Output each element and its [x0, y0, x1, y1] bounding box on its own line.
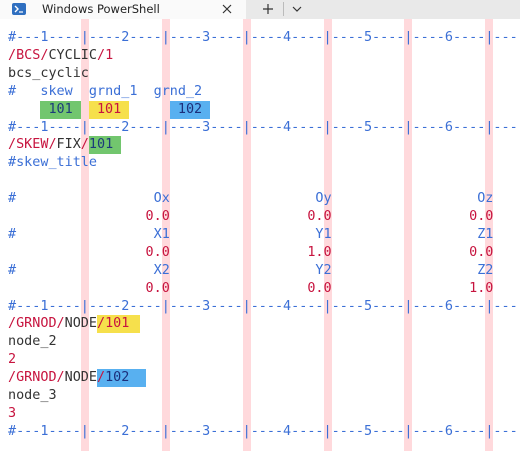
column-marker [485, 19, 494, 451]
code-token: #skew_title [8, 155, 97, 171]
code-token: skew [40, 83, 73, 99]
terminal-line: node_2 [8, 333, 520, 351]
code-token: /SKEW/ [8, 137, 57, 153]
code-token: 0.0 [469, 244, 494, 260]
terminal-line: #---1----|----2----|----3----|----4----|… [8, 298, 520, 316]
code-token: /GRNOD/ [8, 370, 65, 386]
code-token: NODE [64, 370, 97, 386]
new-tab-button[interactable] [262, 3, 274, 15]
code-token: #---1----|----2----|----3----|----4----|… [8, 30, 518, 45]
code-token: / [96, 370, 106, 386]
code-token: Ox [153, 191, 170, 207]
highlighted-field: 101 [40, 100, 81, 119]
code-token: Z2 [477, 262, 494, 278]
highlighted-field: 102 [96, 369, 146, 388]
code-token: 0.0 [145, 209, 170, 224]
code-token: #---1----|----2----|----3----|----4----|… [8, 298, 518, 314]
code-token: grnd_2 [153, 83, 203, 99]
terminal-line: 101 101 102 [8, 100, 520, 119]
tab-title: Windows PowerShell [42, 2, 160, 16]
dropdown-button[interactable] [292, 6, 302, 14]
code-token: node_2 [8, 334, 57, 350]
code-token: 0.0 [145, 244, 170, 260]
code-token: #---1----|----2----|----3----|----4----|… [8, 423, 518, 439]
code-token: 1.0 [307, 244, 332, 260]
column-marker [242, 19, 251, 451]
terminal-line: 3 [8, 405, 520, 423]
code-token: # [8, 262, 17, 278]
highlighted-field: 101 [96, 315, 140, 334]
code-token: 0.0 [145, 280, 170, 296]
code-token: Oz [477, 191, 494, 207]
tab-bar: Windows PowerShell [0, 0, 520, 19]
code-token: X1 [153, 226, 170, 242]
terminal-line: # X2 Y2 Z2 [8, 262, 520, 280]
terminal-line: 2 [8, 351, 520, 369]
code-token: CYCLIC [48, 47, 97, 63]
terminal-line: /GRNOD/NODE/101 [8, 315, 520, 334]
terminal-line: node_3 [8, 387, 520, 405]
code-token: /1 [96, 47, 114, 63]
code-token: Y2 [315, 262, 332, 278]
code-token: bcs_cyclic [8, 65, 89, 81]
code-token: 3 [8, 405, 17, 421]
code-token: # [8, 83, 17, 99]
code-token: Z1 [477, 226, 494, 242]
code-token: Oy [315, 191, 332, 207]
code-token: 2 [8, 352, 17, 368]
column-marker [80, 19, 89, 451]
terminal-content: #---1----|----2----|----3----|----4----|… [0, 19, 520, 451]
terminal-line: /SKEW/FIX/101 [8, 136, 520, 155]
terminal-line: 0.0 0.0 1.0 [8, 280, 520, 298]
close-tab-button[interactable] [222, 4, 232, 14]
tab[interactable]: Windows PowerShell [0, 0, 246, 19]
code-token: 0.0 [469, 209, 494, 224]
code-token: / [80, 137, 89, 153]
code-token: 0.0 [307, 280, 332, 296]
terminal-line: 0.0 0.0 0.0 [8, 208, 520, 226]
column-marker [323, 19, 332, 451]
terminal-line: /GRNOD/NODE/102 [8, 369, 520, 388]
code-token: Y1 [315, 226, 332, 242]
code-token: /BCS/ [8, 47, 49, 63]
highlighted-field: 102 [169, 100, 211, 119]
terminal-line: #---1----|----2----|----3----|----4----|… [8, 423, 520, 441]
code-token: NODE [64, 316, 97, 332]
code-token: grnd_1 [88, 83, 138, 99]
tab-icon [12, 3, 26, 15]
divider [283, 2, 284, 16]
highlighted-field: 101 [88, 136, 122, 155]
column-marker [161, 19, 170, 451]
terminal-line: #skew_title [8, 154, 520, 172]
code-token: # [8, 226, 17, 242]
code-token: #---1----|----2----|----3----|----4----|… [8, 119, 518, 135]
code-token: # [8, 191, 17, 207]
terminal-line: # Ox Oy Oz [8, 190, 520, 208]
terminal-line: # X1 Y1 Z1 [8, 226, 520, 244]
column-marker [404, 19, 413, 451]
code-token: node_3 [8, 388, 57, 403]
code-token: / [96, 316, 106, 332]
terminal-line: /BCS/CYCLIC/1 [8, 47, 520, 65]
terminal-line: bcs_cyclic [8, 65, 520, 83]
code-token: X2 [153, 262, 170, 278]
code-token: 0.0 [307, 209, 332, 224]
terminal-line: #---1----|----2----|----3----|----4----|… [8, 29, 520, 47]
terminal-line: #---1----|----2----|----3----|----4----|… [8, 119, 520, 137]
highlighted-field: 101 [88, 100, 130, 119]
terminal-line: # skew grnd_1 grnd_2 [8, 83, 520, 101]
code-token: /GRNOD/ [8, 316, 65, 332]
code-token: FIX [56, 137, 81, 153]
code-token: 1.0 [469, 280, 494, 296]
terminal-line: 0.0 1.0 0.0 [8, 244, 520, 262]
